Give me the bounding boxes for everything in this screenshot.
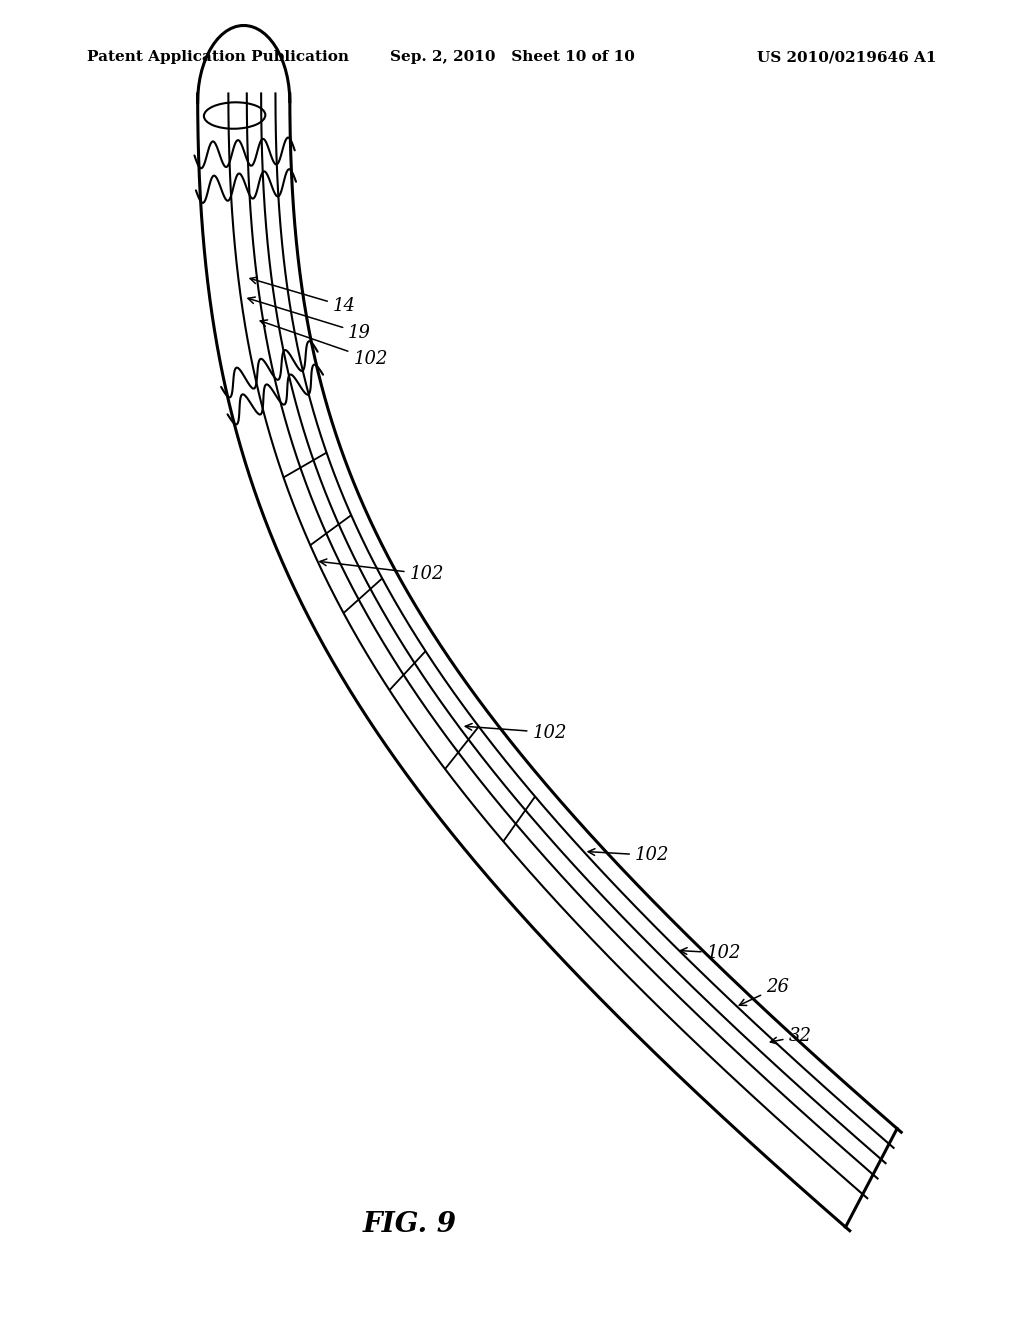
Text: 32: 32 [770,1027,811,1045]
Text: 14: 14 [250,277,355,315]
Text: 102: 102 [260,319,388,368]
Text: 102: 102 [680,944,741,962]
Text: Sep. 2, 2010   Sheet 10 of 10: Sep. 2, 2010 Sheet 10 of 10 [389,50,635,65]
Text: FIG. 9: FIG. 9 [362,1212,457,1238]
Text: 26: 26 [739,978,788,1006]
Text: 19: 19 [248,297,371,342]
Text: 102: 102 [588,846,670,865]
Text: Patent Application Publication: Patent Application Publication [87,50,349,65]
Text: 102: 102 [319,558,444,583]
Text: US 2010/0219646 A1: US 2010/0219646 A1 [758,50,937,65]
Text: 102: 102 [465,723,567,742]
